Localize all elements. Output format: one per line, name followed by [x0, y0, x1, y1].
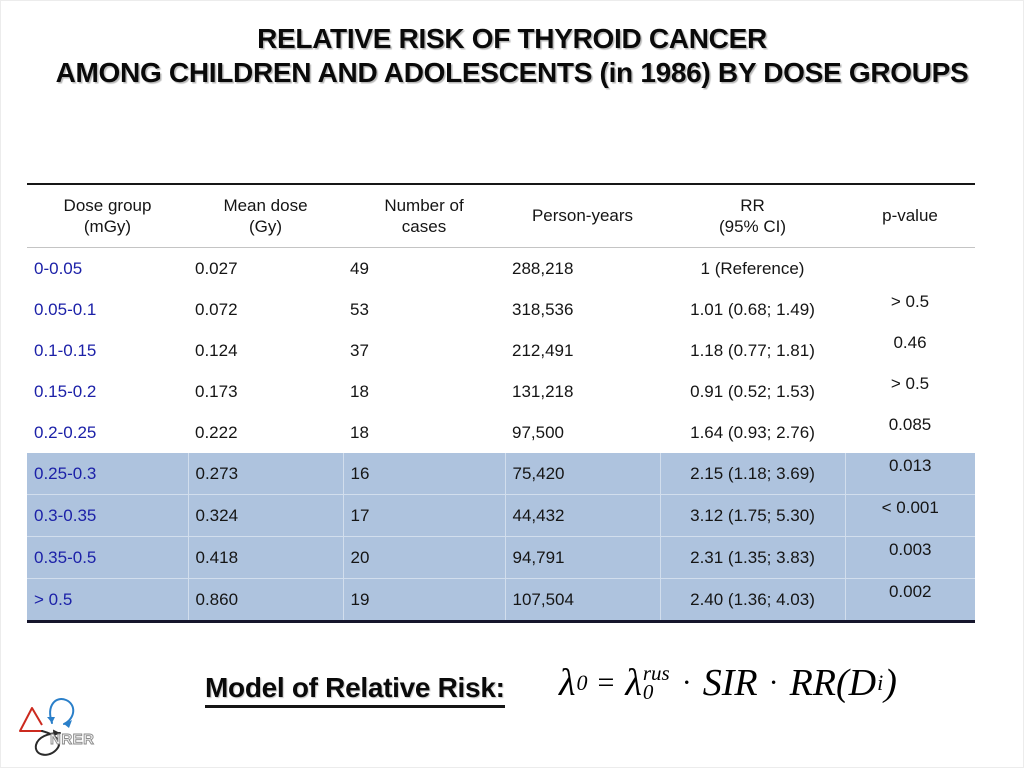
nrer-logo-icon: NRER	[19, 698, 95, 756]
nrer-logo-text: NRER	[50, 731, 95, 748]
slide-title: RELATIVE RISK OF THYROID CANCER AMONG CH…	[0, 22, 1024, 90]
cell-rr: 2.15 (1.18; 3.69)	[660, 453, 846, 495]
table-row: 0.35-0.5 0.418 20 94,791 2.31 (1.35; 3.83) 0.…	[27, 536, 975, 579]
cell-py: 75,420	[505, 453, 661, 495]
cell-dose: 0.25-0.3	[27, 453, 189, 495]
cell-p: 0.46	[845, 330, 975, 371]
col-header-py: Person-years	[505, 184, 660, 248]
cell-dose: 0.3-0.35	[27, 494, 189, 537]
cell-cases: 19	[343, 578, 506, 622]
cell-rr: 1 (Reference)	[660, 247, 845, 289]
table-row: 0.2-0.25 0.222 18 97,500 1.64 (0.93; 2.76) 0.…	[27, 412, 975, 453]
cell-cases: 16	[343, 453, 506, 495]
slide-title-line2: AMONG CHILDREN AND ADOLESCENTS (in 1986)…	[55, 57, 969, 89]
cell-py: 44,432	[505, 494, 661, 537]
dose-table: Dose group (mGy) Mean dose (Gy) Number of cas…	[27, 183, 975, 623]
cell-mean: 0.173	[188, 371, 343, 412]
cell-mean: 0.273	[188, 453, 344, 495]
col-header-dose: Dose group (mGy)	[27, 184, 188, 248]
table-row: 0.25-0.3 0.273 16 75,420 2.15 (1.18; 3.69) 0.…	[27, 453, 975, 495]
cell-p: 0.003	[845, 536, 975, 579]
cell-dose: 0.35-0.5	[27, 536, 189, 579]
relative-risk-formula: λ 0 = λ rus 0 · SIR · RR(D i)	[559, 661, 897, 704]
table-row: 0.1-0.15 0.124 37 212,491 1.18 (0.77; 1.81) 0…	[27, 330, 975, 371]
cell-cases: 18	[343, 412, 505, 453]
slide-title-line1: RELATIVE RISK OF THYROID CANCER	[257, 23, 767, 54]
cell-p	[845, 247, 975, 289]
cell-py: 97,500	[505, 412, 660, 453]
table-row: 0.3-0.35 0.324 17 44,432 3.12 (1.75; 5.30) < …	[27, 494, 975, 537]
cell-cases: 37	[343, 330, 505, 371]
cell-dose: 0.05-0.1	[27, 289, 188, 330]
cell-py: 318,536	[505, 289, 660, 330]
col-header-rr: RR (95% CI)	[660, 184, 845, 248]
cell-p: 0.013	[845, 453, 975, 495]
cell-cases: 49	[343, 247, 505, 289]
cell-dose: 0.15-0.2	[27, 371, 188, 412]
cell-dose: 0.2-0.25	[27, 412, 188, 453]
cell-py: 212,491	[505, 330, 660, 371]
cell-rr: 1.18 (0.77; 1.81)	[660, 330, 845, 371]
cell-rr: 2.40 (1.36; 4.03)	[660, 578, 846, 622]
cell-mean: 0.027	[188, 247, 343, 289]
cell-dose: 0.1-0.15	[27, 330, 188, 371]
cell-mean: 0.324	[188, 494, 344, 537]
cell-mean: 0.124	[188, 330, 343, 371]
model-label: Model of Relative Risk:	[205, 672, 505, 708]
cell-p: > 0.5	[845, 289, 975, 330]
table-row: 0.15-0.2 0.173 18 131,218 0.91 (0.52; 1.53) >…	[27, 371, 975, 412]
cell-dose: 0-0.05	[27, 247, 188, 289]
cell-dose: > 0.5	[27, 578, 189, 622]
cell-p: > 0.5	[845, 371, 975, 412]
cell-rr: 0.91 (0.52; 1.53)	[660, 371, 845, 412]
cell-py: 107,504	[505, 578, 661, 622]
col-header-cases: Number of cases	[343, 184, 505, 248]
cell-mean: 0.860	[188, 578, 344, 622]
cell-p: 0.085	[845, 412, 975, 453]
cell-py: 94,791	[505, 536, 661, 579]
cell-p: 0.002	[845, 578, 975, 622]
cell-rr: 1.64 (0.93; 2.76)	[660, 412, 845, 453]
cell-mean: 0.222	[188, 412, 343, 453]
col-header-mean: Mean dose (Gy)	[188, 184, 343, 248]
cell-cases: 53	[343, 289, 505, 330]
cell-cases: 18	[343, 371, 505, 412]
cell-mean: 0.072	[188, 289, 343, 330]
cell-mean: 0.418	[188, 536, 344, 579]
cell-py: 131,218	[505, 371, 660, 412]
cell-p: < 0.001	[845, 494, 975, 537]
nrer-logo: NRER	[12, 691, 100, 765]
cell-rr: 2.31 (1.35; 3.83)	[660, 536, 846, 579]
cell-cases: 17	[343, 494, 506, 537]
cell-cases: 20	[343, 536, 506, 579]
table-row: > 0.5 0.860 19 107,504 2.40 (1.36; 4.03) 0.00…	[27, 578, 975, 622]
table-row: 0-0.05 0.027 49 288,218 1 (Reference)	[27, 247, 975, 289]
cell-py: 288,218	[505, 247, 660, 289]
table-header: Dose group (mGy) Mean dose (Gy) Number of cas…	[27, 184, 975, 248]
cell-rr: 3.12 (1.75; 5.30)	[660, 494, 846, 537]
col-header-p: p-value	[845, 184, 975, 248]
table-row: 0.05-0.1 0.072 53 318,536 1.01 (0.68; 1.49) >…	[27, 289, 975, 330]
cell-rr: 1.01 (0.68; 1.49)	[660, 289, 845, 330]
